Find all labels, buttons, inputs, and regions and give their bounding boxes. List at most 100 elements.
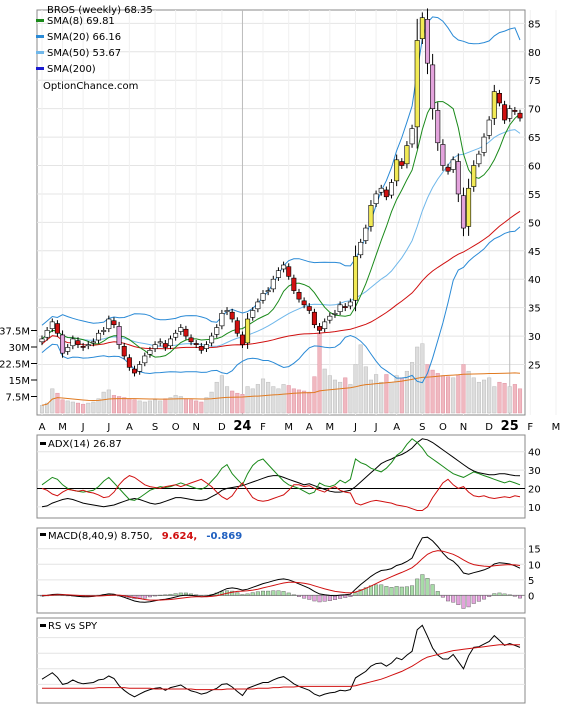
macd-histogram-bar (389, 587, 394, 596)
volume-bar (60, 399, 65, 414)
macd-histogram-bar (173, 593, 178, 596)
candle-body (173, 332, 179, 338)
candle-body (90, 341, 96, 344)
date-tick-label: F (260, 422, 266, 433)
volume-bar (338, 381, 343, 414)
volume-tick-label: 15M (9, 376, 30, 387)
candle-body (445, 166, 451, 172)
date-tick-label: D (218, 422, 226, 433)
candle-body (332, 313, 338, 315)
volume-bar (379, 381, 384, 414)
volume-bar (230, 390, 235, 414)
macd-series-line (41, 536, 521, 603)
volume-bar (343, 377, 348, 414)
candle-body (121, 346, 127, 357)
volume-bar (276, 388, 281, 414)
candle-body (353, 256, 359, 301)
macd-histogram-bar (482, 595, 487, 600)
chart-title: BROS (weekly) 68.35 (47, 5, 153, 16)
date-tick-label: M (284, 422, 293, 433)
candle-body (65, 347, 71, 352)
macd-histogram-bar (158, 594, 163, 596)
candle-body (137, 364, 143, 372)
volume-bar (507, 386, 512, 414)
macd-histogram-bar (446, 595, 451, 602)
macd-histogram-bar (271, 590, 276, 596)
volume-bar (127, 398, 132, 414)
price-tick-label: 40 (528, 275, 541, 286)
candle-body (512, 110, 518, 112)
volume-bar (183, 398, 188, 414)
candle-body (286, 266, 292, 277)
candle-body (219, 313, 225, 327)
volume-bar (456, 375, 461, 414)
rs-panel-frame (36, 617, 526, 704)
candle-body (193, 343, 199, 345)
adx-tick-label: 10 (528, 503, 541, 514)
candle-body (101, 330, 107, 332)
date-tick-label: J (81, 422, 85, 433)
macd-histogram-bar (255, 591, 260, 596)
candle-body (496, 93, 502, 104)
volume-bar (96, 398, 101, 414)
macd-histogram-bar (451, 595, 456, 603)
candle-body (85, 344, 91, 347)
macd-histogram-bar (518, 595, 522, 599)
candle-body (229, 311, 235, 320)
macd-histogram-bar (430, 584, 435, 596)
candle-body (394, 159, 400, 182)
macd-histogram-bar (343, 595, 348, 598)
price-tick-label: 75 (528, 76, 541, 87)
candle-body (486, 119, 492, 136)
price-tick-label: 70 (528, 105, 541, 116)
macd-histogram-bar (240, 594, 245, 596)
volume-bar (240, 394, 245, 414)
macd-histogram-bar (338, 595, 343, 599)
legend-sma8: SMA(8) 69.81 (47, 16, 115, 27)
candle-body (507, 108, 513, 119)
candle-body (245, 318, 251, 344)
volume-bar (39, 405, 45, 414)
volume-bar (70, 401, 75, 414)
candle-body (275, 270, 281, 278)
candle-body (75, 340, 81, 345)
macd-tick-label: 15 (528, 545, 541, 556)
macd-histogram-bar (353, 592, 358, 596)
price-axis: 25 30 35 40 45 50 55 60 65 70 75 80 85 (528, 19, 541, 371)
macd-histogram-bar (471, 595, 476, 604)
candle-body (378, 187, 384, 193)
volume-tick-label: 37.5M (0, 327, 30, 338)
date-tick-label: J (353, 422, 357, 433)
adx-tick-label: 40 (528, 448, 541, 459)
candle-body (70, 338, 76, 347)
macd-tick-label: 0 (528, 591, 534, 602)
macd-hist-value: -0.869 (206, 531, 242, 542)
volume-bar (55, 392, 60, 414)
candle-body (291, 277, 297, 291)
macd-histogram-bar (266, 590, 271, 596)
candle-body (342, 306, 348, 308)
volume-bar (235, 392, 240, 414)
volume-bar (65, 400, 70, 414)
legend: SMA(8) 69.81 SMA(20) 66.16 SMA(50) 53.67… (36, 16, 138, 92)
volume-bar (158, 400, 163, 414)
volume-bar (194, 400, 199, 414)
macd-signal-value: 9.624, (162, 531, 197, 542)
candle-body (162, 343, 168, 348)
macd-histogram-bar (425, 578, 430, 596)
price-tick-label: 50 (528, 218, 541, 229)
macd-histogram-bar (404, 586, 409, 596)
candle-body (471, 165, 477, 187)
macd-histogram-bar (466, 595, 471, 608)
macd-histogram-bar (322, 595, 327, 602)
volume-bar (101, 391, 106, 414)
macd-histogram-bar (461, 595, 466, 609)
adx-tick-label: 30 (528, 466, 541, 477)
candle-body (255, 301, 261, 310)
date-tick-label: J (106, 422, 110, 433)
candle-body (368, 205, 374, 227)
volume-bar (178, 396, 183, 414)
volume-bar (199, 401, 204, 414)
macd-histogram-bar (497, 592, 502, 596)
